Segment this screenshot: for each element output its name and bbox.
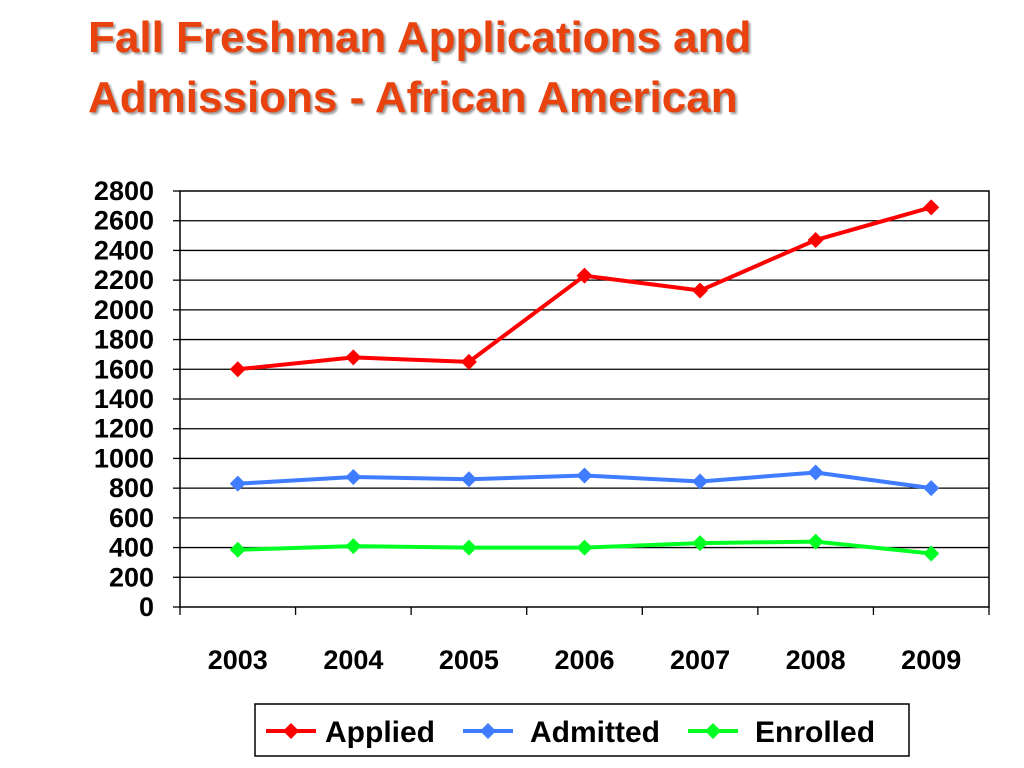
data-point-applied [692,282,709,299]
data-point-applied [807,232,824,249]
legend-marker-applied [283,723,299,739]
legend-marker-admitted [480,723,496,739]
legend-label-enrolled: Enrolled [755,716,875,749]
data-point-enrolled [923,545,940,562]
data-point-applied [923,199,940,216]
legend-label-admitted: Admitted [530,716,660,749]
y-tick-label: 1200 [94,414,154,444]
y-tick-label: 600 [109,503,154,533]
y-tick-label: 1000 [94,443,154,473]
data-point-applied [229,361,246,378]
data-point-admitted [692,473,709,490]
x-tick-label: 2006 [554,645,614,675]
data-point-admitted [460,471,477,488]
y-tick-label: 2400 [94,235,154,265]
series-line-applied [237,205,932,372]
data-point-admitted [229,475,246,492]
y-tick-label: 400 [109,533,154,563]
slide-title-line-1: Fall Freshman Applications and [88,13,752,62]
data-point-enrolled [807,533,824,550]
x-tick-label: 2004 [323,645,383,675]
chart-axes: 0200400600800100012001400160018002000220… [94,176,990,675]
y-tick-label: 1800 [94,325,154,355]
y-tick-label: 800 [109,473,154,503]
x-tick-label: 2003 [208,645,268,675]
data-point-admitted [576,467,593,484]
y-tick-label: 200 [109,562,154,592]
legend-box [254,703,910,757]
y-tick-label: 1600 [94,354,154,384]
y-tick-label: 0 [139,592,154,622]
y-tick-label: 2000 [94,295,154,325]
y-tick-label: 1400 [94,384,154,414]
data-point-enrolled [345,538,362,555]
chart-series [229,199,940,562]
x-tick-label: 2008 [786,645,846,675]
chart-legend: Applied Admitted Enrolled [254,703,910,757]
x-tick-label: 2005 [439,645,499,675]
y-tick-label: 2800 [94,176,154,206]
data-point-enrolled [692,535,709,552]
y-tick-label: 2200 [94,265,154,295]
data-point-enrolled [460,539,477,556]
slide-title: Fall Freshman Applications and Admission… [88,8,751,128]
y-tick-label: 2600 [94,206,154,236]
data-point-admitted [923,480,940,497]
slide-title-line-2: Admissions - African American [88,73,738,122]
data-point-applied [576,267,593,284]
legend-label-applied: Applied [325,716,435,749]
data-point-enrolled [576,539,593,556]
data-point-enrolled [229,541,246,558]
data-point-applied [345,349,362,366]
data-point-admitted [807,464,824,481]
legend-marker-enrolled [705,723,721,739]
x-tick-label: 2009 [901,645,961,675]
data-point-applied [460,353,477,370]
x-tick-label: 2007 [670,645,730,675]
data-point-admitted [345,469,362,485]
